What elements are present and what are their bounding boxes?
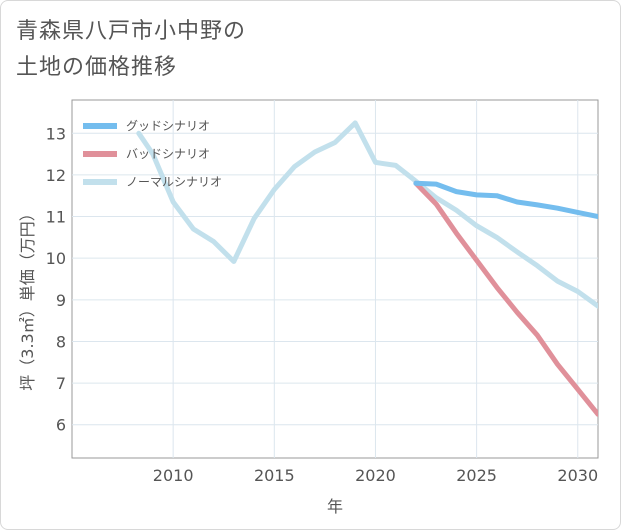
x-tick-label: 2015	[254, 466, 295, 485]
y-tick-label: 10	[46, 249, 66, 268]
x-tick-label: 2025	[456, 466, 497, 485]
series-line	[136, 120, 598, 309]
y-tick-label: 9	[56, 291, 66, 310]
y-tick-label: 8	[56, 332, 66, 351]
y-tick-label: 12	[46, 166, 66, 185]
series-lines	[136, 120, 598, 417]
y-axis-title: 坪（3.3㎡）単価（万円）	[18, 205, 37, 390]
y-tick-label: 13	[46, 124, 66, 143]
x-axis-title: 年	[327, 497, 343, 516]
plot-area	[71, 99, 599, 459]
y-tick-label: 6	[56, 416, 66, 435]
legend-label: グッドシナリオ	[126, 119, 210, 133]
series-line	[413, 180, 598, 220]
x-tick-label: 2030	[557, 466, 598, 485]
legend-label: ノーマルシナリオ	[126, 175, 222, 189]
legend-label: バッドシナリオ	[126, 147, 210, 161]
axis-ticks: 2010 2015 2020 2025 2030 6 7 8 9 10 11 12 13	[46, 124, 598, 485]
y-tick-label: 11	[46, 208, 66, 227]
grid-lines	[72, 100, 598, 458]
x-tick-label: 2010	[153, 466, 194, 485]
y-tick-label: 7	[56, 374, 66, 393]
series-line	[413, 180, 598, 417]
x-tick-label: 2020	[355, 466, 396, 485]
chart-title: 青森県八戸市小中野の 土地の価格推移	[16, 19, 247, 80]
